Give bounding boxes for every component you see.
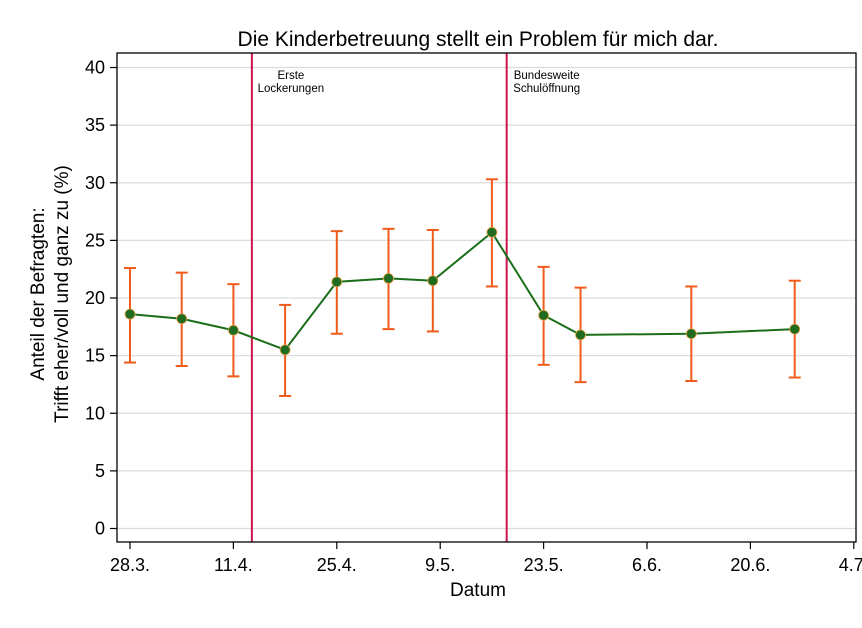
x-tick-label: 9.5. [425,555,455,575]
data-point [575,329,586,341]
data-series [124,226,801,356]
data-point [331,276,343,288]
annotation-text: Lockerungen [258,83,325,95]
annotation-text: Schulöffnung [513,83,580,95]
x-tick-label: 25.4. [317,555,357,575]
data-point [427,275,439,287]
data-point [124,308,136,320]
y-axis-title-line-2: Trifft eher/voll und ganz zu (%) [52,165,73,423]
data-point [538,309,549,321]
y-tick-label: 25 [85,230,105,250]
event-lines [250,53,508,542]
x-tick-label: 20.6. [730,555,770,575]
x-tick-label: 23.5. [524,555,564,575]
series-line [129,230,795,352]
data-point [383,273,394,284]
error-bars [124,178,801,397]
y-axis: 0 5 10 15 20 25 30 35 40 [85,58,117,539]
y-tick-label: 10 [85,403,105,423]
chart-title: Die Kinderbetreuung stellt ein Problem f… [238,28,719,51]
data-point [685,328,697,340]
data-point [227,324,239,336]
y-tick-label: 5 [95,461,105,481]
x-axis: 28.3. 11.4. 25.4. 9.5. 23.5. 6.6. 20.6. 4.7. [110,542,862,575]
y-tick-label: 0 [95,519,105,539]
y-axis-title-line-1: Anteil der Befragten: [28,207,49,380]
data-point [176,313,188,325]
x-tick-label: 28.3. [110,555,150,575]
data-point [486,226,498,238]
y-tick-label: 35 [85,115,105,135]
y-tick-label: 40 [85,58,105,78]
annotation-text: Erste [277,70,304,82]
y-tick-label: 30 [85,173,105,193]
data-point [789,323,801,335]
x-axis-title: Datum [450,580,506,601]
data-point [279,344,291,356]
annotation-text: Bundesweite [514,70,580,82]
y-tick-label: 20 [85,288,105,308]
gridlines [117,66,856,530]
x-tick-label: 11.4. [214,555,253,575]
y-tick-label: 15 [85,346,105,366]
x-tick-label: 6.6. [632,555,662,575]
x-tick-label: 4.7. [839,555,862,575]
